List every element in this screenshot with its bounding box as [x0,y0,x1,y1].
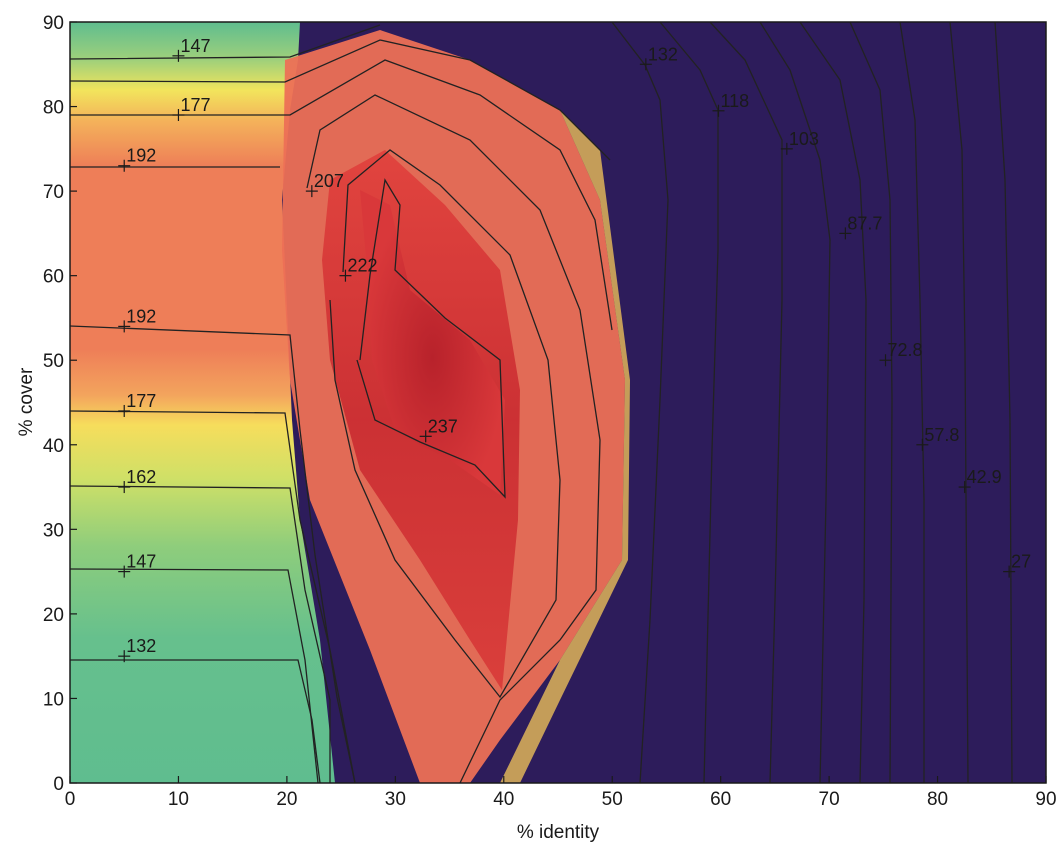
contour-line [70,325,356,783]
contour-label-text: 42.9 [967,467,1002,487]
contour-label-text: 147 [180,36,210,56]
contour-line [994,22,1013,783]
contour-line [70,410,356,783]
contour-label-text: 87.7 [847,213,882,233]
left-band-region [70,22,335,783]
contour-label: 87.7 [839,213,882,240]
y-tick-label: 90 [43,13,64,34]
x-tick-label: 20 [276,789,297,810]
contour-label-text: 132 [648,44,678,64]
contour-label-text: 103 [789,129,819,149]
contour-line [70,485,331,783]
x-tick-label: 80 [927,789,948,810]
x-tick-label: 0 [65,789,76,810]
contour-label: 132 [118,636,156,663]
y-tick-label: 30 [43,520,64,541]
y-tick-label: 0 [53,774,64,795]
contour-labels: 147 177 192 207 222 192 177 237 162 147 132 132 118 1… [118,36,1031,663]
contour-label-text: 177 [180,95,210,115]
contour-label: 192 [118,146,156,172]
y-tick-label: 40 [43,436,64,457]
contour-line [899,22,925,783]
contour-line [70,568,319,783]
contour-line [659,22,719,783]
red-core [360,190,505,495]
x-tick-label: 50 [602,789,623,810]
plot-frame [69,21,1047,784]
contour-label-text: 132 [126,636,156,656]
contour-label: 222 [339,256,377,282]
contour-label-text: 57.8 [924,425,959,445]
x-tick-label: 40 [493,789,514,810]
contour-line [709,22,783,783]
contour-line [306,94,601,783]
x-tick-label: 30 [385,789,406,810]
plot-area [70,22,1046,783]
x-tick-label: 90 [1035,789,1056,810]
contour-line [329,149,561,699]
x-axis-title: % identity [517,822,600,842]
x-tick-label: 70 [819,789,840,810]
x-tick-label: 10 [168,789,189,810]
contour-line [799,22,867,783]
contour-label: 177 [172,95,210,122]
contour-line [949,22,969,783]
contour-label-text: 118 [720,91,749,111]
contour-label: 27 [1003,552,1031,578]
contour-line [356,178,506,499]
contour-lines [70,22,1013,783]
contour-label: 57.8 [916,425,959,451]
contour-label: 192 [118,306,156,333]
contour-label-text: 207 [314,171,344,191]
y-tick-label: 10 [43,689,64,710]
contour-label: 207 [305,171,344,198]
contour-label-text: 192 [126,146,156,166]
contour-label-text: 237 [428,416,458,436]
contour-line [759,22,831,783]
y-tick-label: 80 [43,98,64,119]
contour-line [849,22,893,783]
contour-line [70,659,321,783]
contour-label: 177 [118,391,156,417]
contour-label-text: 177 [126,391,156,411]
contour-label: 103 [780,129,819,155]
contour-label: 147 [118,552,156,578]
y-tick-label: 50 [43,351,64,372]
y-tick-label: 70 [43,182,64,203]
contour-label: 162 [118,467,156,494]
contour-label: 237 [419,416,458,443]
y-axis-title: % cover [16,367,37,436]
y-tick-label: 60 [43,267,64,288]
contour-label-text: 72.8 [888,340,923,360]
x-tick-label: 60 [710,789,731,810]
y-tick-label: 20 [43,605,64,626]
contour-label-text: 147 [126,552,156,572]
contour-label-text: 192 [126,306,156,326]
contour-line [70,39,611,161]
contour-line [70,59,613,331]
contour-line [611,22,669,783]
contour-label-text: 222 [347,256,377,276]
contour-label-text: 27 [1011,552,1031,572]
contour-label: 147 [172,36,210,62]
contour-label-text: 162 [126,467,156,487]
yellow-fringe [500,110,630,783]
contour-line [70,24,381,60]
axis-ticks: 0 10 20 30 40 50 60 70 80 90 0 10 20 30 40 50 60 70 80 90 [43,13,1057,810]
contour-label: 118 [712,91,749,117]
contour-label: 42.9 [958,467,1002,494]
contour-label: 72.8 [879,340,923,367]
contour-label: 132 [639,44,678,71]
